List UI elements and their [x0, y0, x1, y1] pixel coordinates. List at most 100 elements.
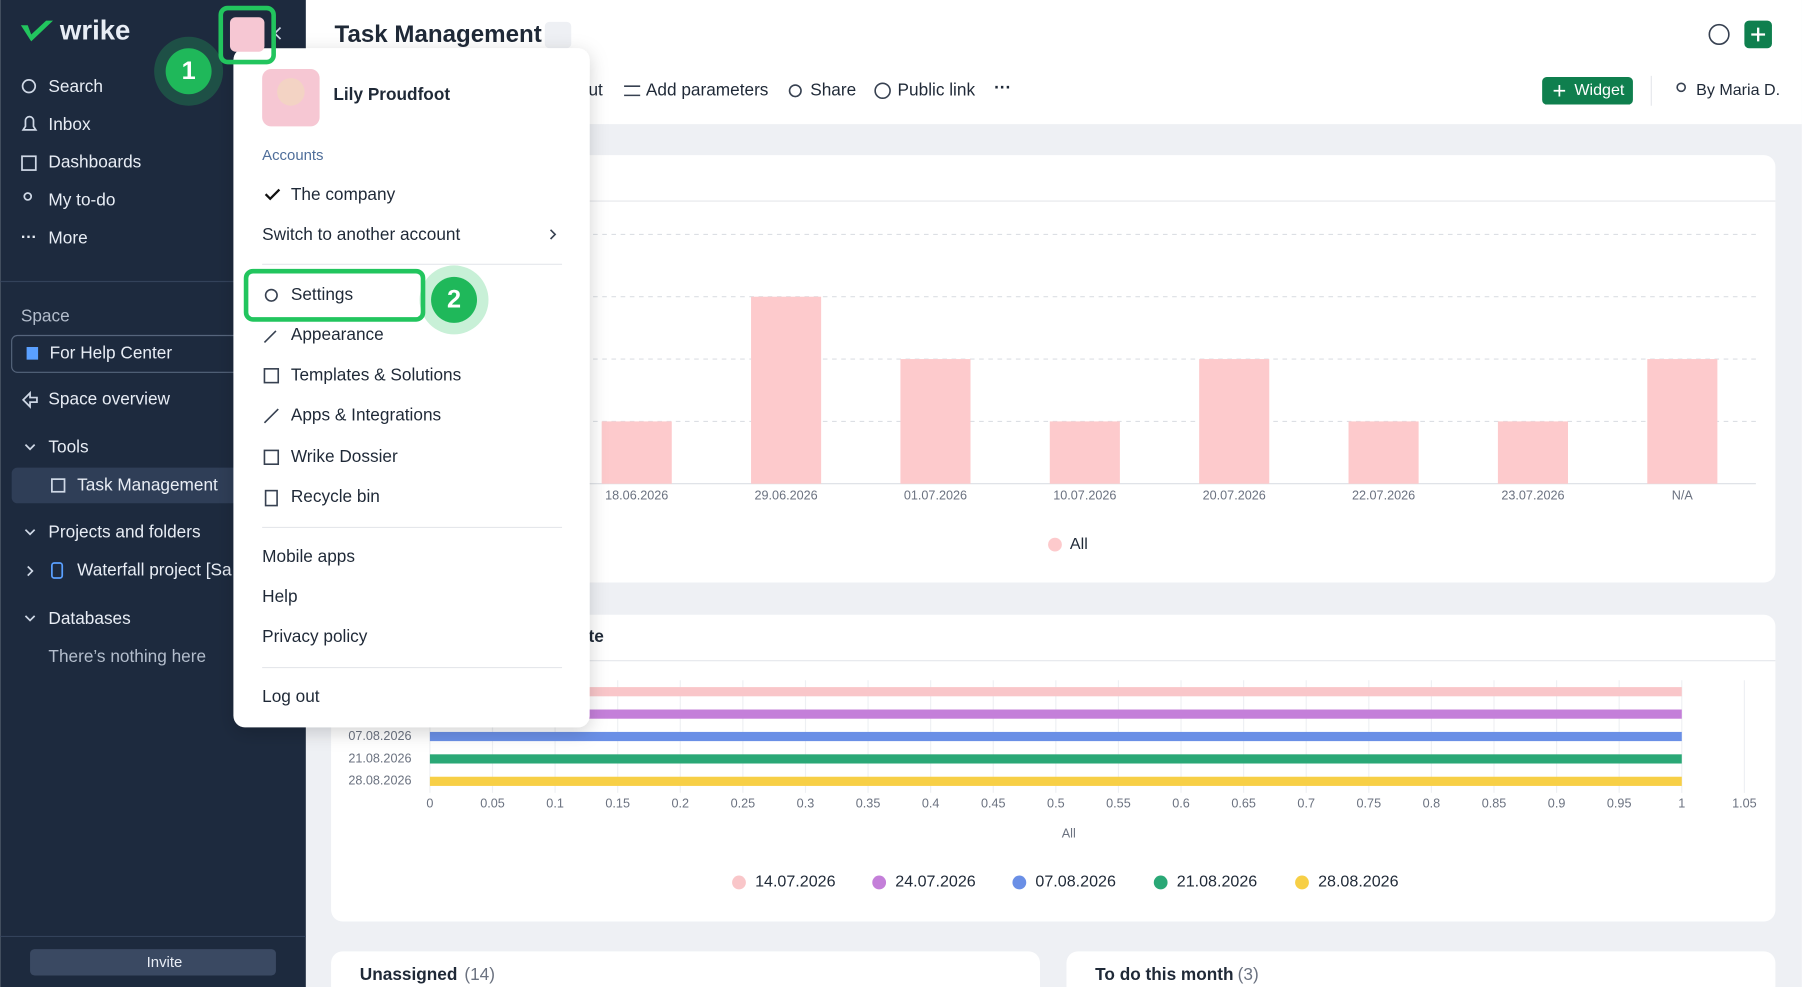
y-tick-label: 21.08.2026 — [348, 751, 411, 765]
bar — [1199, 359, 1270, 484]
legend-label: 14.07.2026 — [755, 873, 836, 891]
help-button[interactable] — [1708, 23, 1730, 46]
check — [264, 188, 281, 201]
pin-button[interactable] — [544, 21, 572, 49]
legend-swatch — [872, 875, 887, 890]
widget-button[interactable] — [1542, 76, 1633, 105]
nav-item[interactable]: My to-do — [48, 190, 115, 210]
x-tick-label: 0.1 — [546, 797, 564, 811]
x-tick-label: 0.95 — [1607, 797, 1632, 811]
bar — [751, 296, 822, 484]
menu-item[interactable]: Mobile apps — [262, 546, 355, 566]
nav-item[interactable]: More — [48, 228, 87, 248]
avatar-button[interactable] — [229, 17, 265, 52]
icon — [263, 449, 280, 466]
x-tick-label: 0.55 — [1106, 797, 1131, 811]
widget-label: Widget — [1574, 81, 1625, 99]
x-tick-label: 01.07.2026 — [904, 489, 967, 503]
icon — [1553, 85, 1566, 97]
bar — [429, 731, 1682, 742]
nav-item[interactable]: Projects and folders — [48, 522, 200, 542]
y-tick-label: 07.08.2026 — [348, 729, 411, 743]
widget-title: te — [588, 626, 603, 646]
menu-item[interactable]: Templates & Solutions — [291, 364, 461, 384]
icon — [21, 78, 37, 94]
badge — [165, 48, 212, 95]
highlight — [218, 5, 276, 65]
x-tick-label: 22.07.2026 — [1352, 489, 1415, 503]
menu-item[interactable]: Help — [262, 586, 297, 606]
list-title: Unassigned — [360, 964, 458, 984]
invite-label: Invite — [147, 954, 183, 971]
list-count: (3) — [1238, 964, 1259, 984]
icon — [51, 562, 64, 579]
x-tick-label: 0.05 — [480, 797, 505, 811]
menu-item[interactable]: Appearance — [291, 324, 384, 344]
avatar-face — [277, 78, 305, 106]
nav-item[interactable]: Dashboards — [48, 152, 141, 172]
nav-item[interactable]: Task Management — [77, 475, 218, 495]
bar — [1049, 421, 1120, 484]
x-tick-label: 0.85 — [1482, 797, 1507, 811]
bar-chart: 18.06.2026 29.06.2026 01.07.2026 10.07.2026… — [574, 233, 1756, 553]
x-tick-label: 1 — [1678, 797, 1685, 811]
menu-item[interactable]: Apps & Integrations — [291, 404, 441, 424]
menu-item[interactable]: Switch to another account — [262, 224, 460, 244]
legend-swatch — [1048, 537, 1062, 552]
bar — [601, 421, 672, 484]
x-tick-label: 10.07.2026 — [1053, 489, 1116, 503]
icon — [23, 192, 33, 201]
badge — [431, 276, 478, 323]
highlight — [243, 268, 426, 322]
owner: By Maria D. — [1696, 81, 1780, 99]
x-tick-label: 0.8 — [1423, 797, 1441, 811]
invite-button[interactable] — [30, 949, 276, 976]
brand: wrike — [59, 14, 130, 45]
toolbar-item[interactable]: Add parameters — [646, 79, 769, 99]
menu-item[interactable]: Log out — [262, 686, 320, 706]
legend-label: 21.08.2026 — [1177, 873, 1258, 891]
x-tick-label: 0.7 — [1297, 797, 1315, 811]
x-tick-label: 0.35 — [856, 797, 881, 811]
icon — [21, 390, 38, 409]
section-label: Accounts — [262, 147, 323, 164]
bar — [1647, 359, 1718, 484]
widget — [1066, 951, 1776, 987]
chevron — [27, 565, 34, 577]
widget — [331, 951, 1041, 987]
chevron — [24, 444, 36, 451]
x-tick-label: 0.3 — [797, 797, 815, 811]
x-tick-label: 0.15 — [605, 797, 630, 811]
nav-item[interactable]: Inbox — [48, 114, 91, 134]
menu-item[interactable]: Recycle bin — [291, 486, 380, 506]
x-tick-label: 0.9 — [1548, 797, 1566, 811]
toolbar-item[interactable]: Public link — [898, 79, 976, 99]
bar — [900, 359, 971, 484]
nav-item[interactable]: Waterfall project [Sa — [77, 560, 232, 580]
nav-item[interactable]: Search — [48, 76, 103, 96]
menu-item[interactable]: The company — [291, 184, 396, 204]
page-title: Task Management — [335, 21, 542, 48]
x-tick-label: 29.06.2026 — [755, 489, 818, 503]
menu-item[interactable]: Settings — [291, 284, 353, 304]
bar — [429, 687, 1682, 697]
legend-swatch — [1295, 875, 1309, 890]
section-label: Space — [21, 306, 70, 326]
nav-item[interactable]: Databases — [48, 608, 130, 628]
legend-label: 24.07.2026 — [895, 873, 976, 891]
legend-label: 28.08.2026 — [1318, 873, 1399, 891]
toolbar-item[interactable]: ut — [588, 79, 603, 99]
toolbar-item[interactable]: Share — [810, 79, 856, 99]
menu-item[interactable]: Wrike Dossier — [291, 446, 398, 466]
x-tick-label: 18.06.2026 — [605, 489, 668, 503]
hbar-chart: 0 0.05 0.1 0.15 0.2 0.25 0.3 0.35 0.4 0.45 0.5 0.55… — [348, 680, 1757, 891]
nav-item[interactable]: Space overview — [48, 388, 170, 408]
nav-item[interactable]: Tools — [48, 437, 88, 457]
legend-swatch — [1153, 875, 1168, 890]
menu-item[interactable]: Privacy policy — [262, 626, 368, 646]
more-button[interactable]: ··· — [994, 77, 1011, 97]
selected-item — [11, 467, 306, 504]
space-name: For Help Center — [50, 342, 173, 362]
menu-panel — [233, 48, 590, 728]
